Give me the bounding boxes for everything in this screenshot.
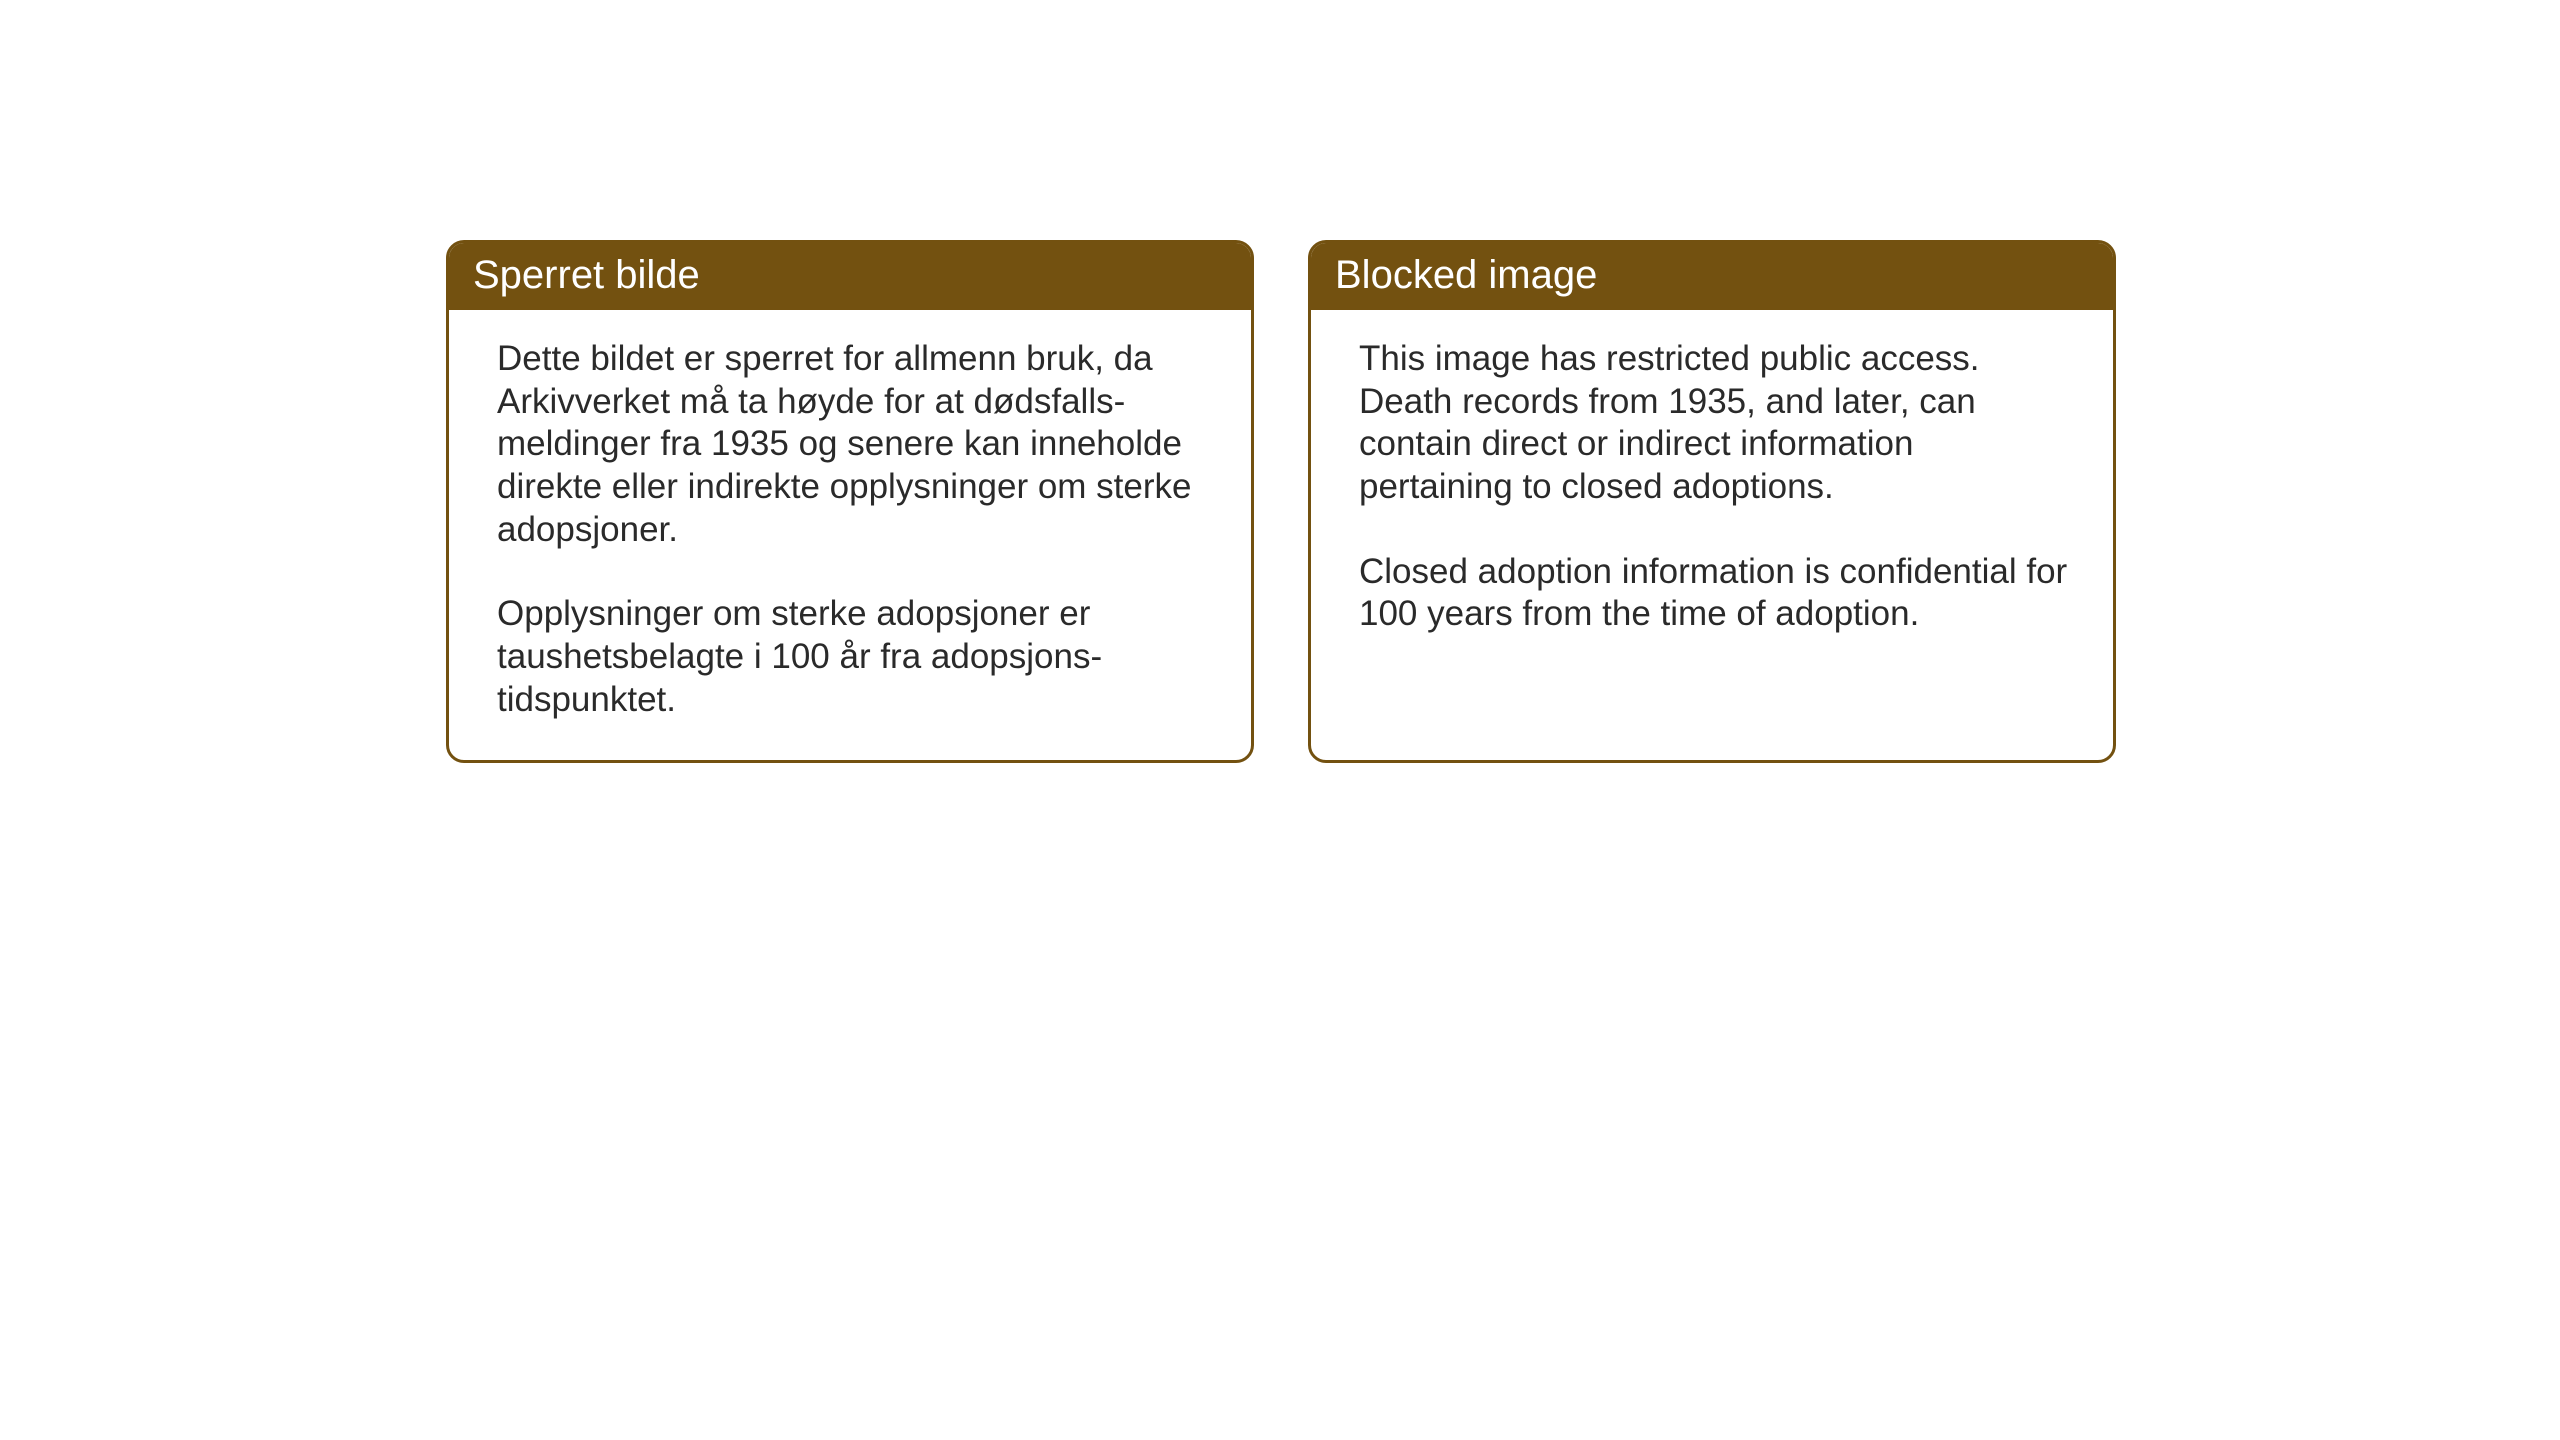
card-title: Blocked image <box>1335 253 1597 297</box>
card-body: This image has restricted public access.… <box>1311 310 2113 674</box>
notice-card-english: Blocked image This image has restricted … <box>1308 240 2116 763</box>
card-header: Blocked image <box>1311 243 2113 310</box>
card-paragraph: This image has restricted public access.… <box>1359 338 2073 509</box>
card-title: Sperret bilde <box>473 253 700 297</box>
card-header: Sperret bilde <box>449 243 1251 310</box>
card-paragraph: Dette bildet er sperret for allmenn bruk… <box>497 338 1211 551</box>
notice-container: Sperret bilde Dette bildet er sperret fo… <box>446 240 2116 763</box>
card-paragraph: Closed adoption information is confident… <box>1359 551 2073 636</box>
card-paragraph: Opplysninger om sterke adopsjoner er tau… <box>497 593 1211 721</box>
card-body: Dette bildet er sperret for allmenn bruk… <box>449 310 1251 760</box>
notice-card-norwegian: Sperret bilde Dette bildet er sperret fo… <box>446 240 1254 763</box>
